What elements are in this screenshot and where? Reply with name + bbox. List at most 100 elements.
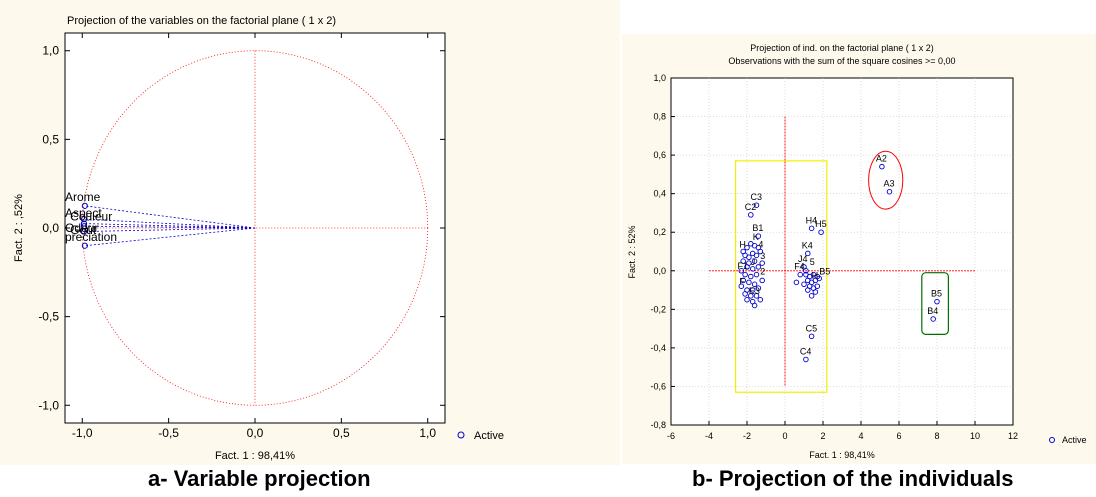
individual-point-label: B4: [927, 306, 938, 316]
individual-point: [805, 250, 811, 257]
caption-projection-individuals: b- Projection of the individuals: [692, 466, 1014, 491]
x-tick-label: 2: [820, 431, 825, 441]
individual-point-label: E3: [749, 286, 760, 296]
x-tick-label: -6: [667, 431, 675, 441]
individual-point: [808, 333, 815, 340]
variable-vector: [83, 227, 256, 232]
x-tick-label: -2: [743, 431, 751, 441]
individual-point: [816, 275, 822, 282]
x-tick-label: 8: [934, 431, 939, 441]
panel-a-title: Projection of the variables on the facto…: [67, 15, 336, 27]
individual-point: [740, 277, 746, 284]
panel-b-plot-area: [670, 77, 1014, 426]
panel-b-x-axis-label: Fact. 1 : 98,41%: [809, 450, 875, 460]
y-tick-label: 0,6: [653, 150, 666, 160]
individual-point: [740, 258, 746, 264]
variable-point-label: Arome: [65, 190, 101, 204]
individual-point: [753, 202, 760, 208]
individual-point: [812, 289, 819, 295]
x-tick-label: 10: [970, 431, 980, 441]
panel-b-subtitle: Observations with the sum of the square …: [728, 56, 955, 66]
y-tick-label: 0,2: [653, 227, 666, 237]
individual-point-label: A2: [876, 154, 887, 164]
variable-point: [80, 220, 88, 227]
individual-point-label: B5: [931, 289, 942, 299]
panel-b-legend-marker: [1049, 437, 1055, 443]
individual-point: [755, 264, 762, 270]
x-tick-label: -0,5: [158, 426, 179, 440]
individual-point: [818, 229, 824, 235]
y-tick-label: 0,0: [42, 221, 59, 235]
individual-point: [748, 212, 754, 218]
variable-point: [81, 202, 88, 209]
variable-projection-panel: Projection of the variables on the facto…: [0, 0, 620, 465]
variable-point: [80, 216, 88, 223]
x-tick-label: 0: [782, 431, 787, 441]
individual-point-label: C3: [751, 192, 763, 202]
individual-point-label: B5: [819, 267, 830, 277]
individual-point: [748, 293, 754, 299]
x-tick-label: 6: [896, 431, 901, 441]
individual-point: [803, 356, 809, 363]
y-tick-label: -0,4: [650, 343, 666, 353]
individual-point-label: A3: [884, 179, 895, 189]
individual-point-label: 3: [760, 251, 765, 261]
individual-point: [801, 264, 807, 270]
variable-vector: [83, 225, 256, 229]
individual-point: [886, 188, 893, 195]
individual-point: [797, 271, 803, 278]
x-tick-label: 0,0: [247, 426, 264, 440]
caption-variable-projection: a- Variable projection: [148, 466, 371, 491]
y-tick-label: 1,0: [42, 44, 59, 58]
individual-point: [757, 248, 764, 255]
variable-vector: [84, 227, 256, 247]
individual-point-label: F: [739, 276, 745, 286]
panel-a-legend-label: Active: [474, 430, 504, 442]
individual-point-label: C5: [806, 323, 818, 333]
panel-a-legend-marker: [457, 431, 465, 439]
individual-point: [753, 271, 760, 278]
y-tick-label: -0,2: [650, 304, 666, 314]
individual-point: [808, 225, 815, 232]
individual-point: [808, 293, 815, 299]
individual-point: [742, 291, 748, 297]
x-tick-label: 12: [1008, 431, 1018, 441]
individual-point: [759, 260, 765, 266]
individual-point-label: F1: [738, 261, 749, 271]
individual-point: [814, 283, 821, 289]
variable-point-label: preciation: [65, 230, 117, 244]
individual-point: [751, 302, 758, 309]
highlight-rectangle-yellow: [734, 160, 828, 393]
y-tick-label: 0,8: [653, 112, 666, 122]
individual-point: [934, 298, 940, 305]
variable-vector: [83, 218, 256, 229]
x-tick-label: 0,5: [333, 426, 350, 440]
panel-b-legend-label: Active: [1062, 435, 1087, 445]
individual-point: [879, 163, 885, 170]
individual-point-label: F4: [794, 262, 805, 272]
panel-b-title: Projection of ind. on the factorial plan…: [750, 43, 934, 53]
individual-point: [759, 277, 765, 284]
individual-point-label: J4: [798, 254, 808, 264]
variable-vector: [83, 223, 256, 229]
individual-point-label: 2: [760, 267, 765, 277]
highlight-rectangle-green: [921, 272, 949, 335]
individual-point-label: B1: [752, 223, 763, 233]
panel-a-marks: -1,0 -0,5 0,0 0,5 1,0 1,0 0,5 0,0 -0,5 -1,0 Arome A…: [38, 33, 445, 440]
variable-point: [81, 242, 88, 249]
x-tick-label: -1,0: [72, 426, 93, 440]
panel-b-marks: -6 -4 -2 0 2 4 6 8 10 12 1,0 0,8 0,6 0,4 0,2 0,0 -0,2 -0,…: [650, 73, 1018, 441]
variable-point-label: Couleur: [70, 209, 112, 223]
individual-point: [801, 281, 807, 288]
individual-point: [793, 279, 800, 286]
y-tick-label: -0,5: [38, 310, 59, 324]
panel-b-y-axis-label: Fact. 2 : 52%: [627, 225, 637, 278]
y-tick-label: 0,0: [653, 266, 666, 276]
individual-point: [738, 283, 745, 289]
individual-point: [757, 296, 764, 303]
individual-point: [751, 281, 758, 288]
individual-point: [744, 264, 750, 270]
highlight-ellipse-red: [868, 150, 904, 210]
individual-point-label: 5: [810, 257, 815, 267]
individual-point: [738, 268, 745, 274]
